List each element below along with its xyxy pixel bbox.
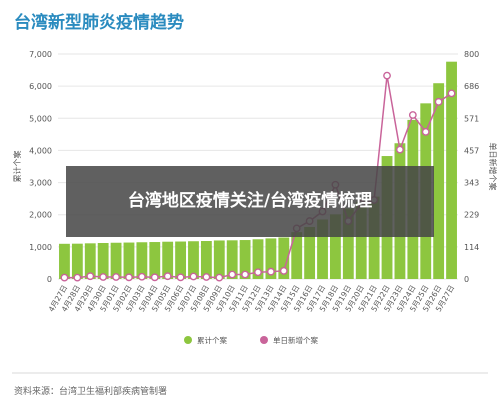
bar: [355, 201, 367, 279]
y-right-axis-title: 单日新增个案: [488, 143, 498, 191]
line-point: [215, 273, 224, 282]
bar: [291, 232, 303, 279]
bar: [110, 242, 122, 279]
bar: [252, 239, 264, 279]
y-right-tick-label: 800: [464, 50, 479, 59]
line-point: [73, 273, 82, 282]
line-point: [408, 111, 417, 119]
line-point: [125, 273, 133, 282]
line-point: [434, 97, 443, 106]
y-right-tick-label: 0: [464, 275, 469, 284]
legend-label: 单日新增个案: [273, 335, 318, 345]
y-left-tick-label: 6,000: [29, 82, 52, 91]
bar: [123, 242, 135, 279]
bar: [304, 226, 316, 279]
bar: [200, 241, 212, 279]
bar: [71, 243, 83, 279]
bar: [342, 208, 354, 279]
y-right-tick-label: 114: [464, 243, 479, 252]
line-point: [99, 273, 108, 281]
bar: [213, 240, 225, 279]
bar: [97, 243, 109, 279]
line-point: [163, 272, 172, 281]
legend-swatch-bar: [184, 336, 192, 344]
bar: [239, 240, 251, 279]
line-point: [228, 270, 237, 279]
line-point: [447, 89, 456, 98]
bar: [136, 242, 148, 279]
bar: [368, 196, 380, 279]
line-point: [150, 273, 159, 282]
y-right-tick-label: 686: [464, 82, 479, 91]
bar: [149, 242, 161, 279]
bar: [226, 240, 238, 279]
bar: [317, 219, 328, 279]
line-point: [60, 273, 69, 282]
legend-swatch-line: [260, 336, 268, 344]
y-right-tick-label: 457: [464, 146, 479, 155]
bar: [188, 241, 199, 279]
line-point: [112, 273, 120, 281]
chart-title: 台湾新型肺炎疫情趋势: [14, 13, 184, 33]
y-right-tick-label: 571: [464, 114, 479, 123]
line-point: [176, 273, 185, 282]
line-point: [279, 266, 288, 275]
line-point: [396, 145, 404, 154]
bar: [84, 243, 96, 279]
bar: [433, 83, 445, 279]
bar: [278, 237, 290, 279]
bar: [162, 241, 174, 279]
line-point: [86, 272, 95, 281]
y-left-tick-label: 1,000: [29, 243, 52, 252]
y-left-tick-label: 3,000: [29, 179, 52, 188]
y-left-tick-label: 2,000: [29, 211, 52, 220]
line-point: [421, 128, 430, 136]
y-right-tick-label: 343: [464, 179, 479, 188]
overlay-banner[interactable]: 台湾地区疫情关注/台湾疫情梳理: [66, 166, 434, 237]
line-point: [202, 273, 211, 281]
line-point: [189, 272, 198, 281]
overlay-text: 台湾地区疫情关注/台湾疫情梳理: [127, 191, 373, 211]
line-point: [241, 270, 249, 279]
source-note: 资料来源：台湾卫生福利部疾病管制署: [14, 387, 168, 397]
bar: [59, 243, 70, 279]
legend-label: 累计个案: [197, 335, 227, 345]
y-left-tick-label: 7,000: [29, 50, 52, 59]
bar: [265, 238, 277, 279]
line-point: [254, 268, 262, 277]
y-left-tick-label: 5,000: [29, 114, 52, 123]
y-left-tick-label: 0: [47, 275, 52, 284]
line-point: [267, 267, 275, 276]
bar: [330, 214, 341, 279]
line-point: [137, 272, 146, 281]
y-left-axis-title: 累计个案: [12, 151, 22, 183]
bar: [175, 241, 186, 279]
line-point: [383, 71, 391, 80]
bar: [446, 61, 457, 279]
y-right-tick-label: 229: [464, 211, 479, 220]
y-left-tick-label: 4,000: [29, 146, 52, 155]
